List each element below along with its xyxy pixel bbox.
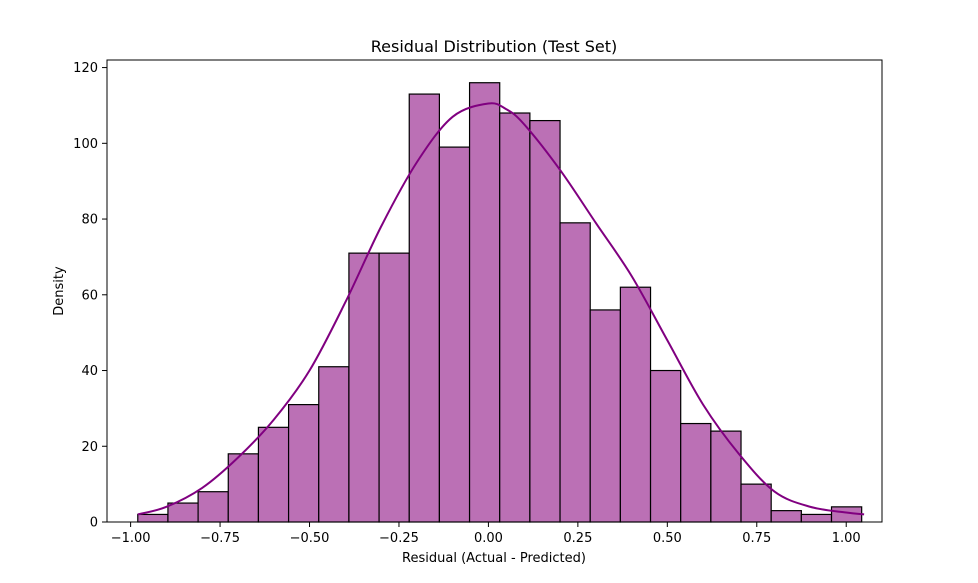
histogram-bar <box>619 286 652 523</box>
histogram-bar <box>378 252 410 523</box>
histogram-bar <box>589 309 621 523</box>
histogram-bar <box>649 369 682 523</box>
histogram-bar <box>770 510 802 523</box>
x-tick-label: 0.00 <box>474 531 503 546</box>
y-tick-label: 120 <box>73 61 98 76</box>
x-tick-label: 0.75 <box>742 531 771 546</box>
y-tick-label: 60 <box>81 288 98 303</box>
histogram-bar <box>529 119 561 523</box>
histogram-bar <box>167 502 199 523</box>
chart-title: Residual Distribution (Test Set) <box>371 37 617 56</box>
histogram-bar <box>800 513 833 523</box>
histogram-bar <box>680 422 712 523</box>
y-axis-ticks: 0 20 40 60 80 100 120 <box>73 61 107 531</box>
histogram-bar <box>197 491 229 523</box>
x-tick-label: −0.50 <box>290 531 330 546</box>
histogram-bar <box>348 252 380 523</box>
histogram-bar <box>408 93 440 523</box>
histogram-bar <box>137 513 169 523</box>
x-tick-label: −0.75 <box>200 531 240 546</box>
histogram-bar <box>740 483 772 523</box>
histogram-bar <box>559 222 591 523</box>
x-tick-label: 1.00 <box>832 531 861 546</box>
kde-curve <box>137 102 865 516</box>
histogram-bar <box>318 366 350 523</box>
x-axis-label: Residual (Actual - Predicted) <box>402 551 586 566</box>
y-tick-label: 80 <box>81 213 98 228</box>
histogram-bar <box>257 426 290 523</box>
plot-frame <box>106 59 883 523</box>
histogram-bar <box>438 146 471 523</box>
histogram-bar <box>468 82 501 523</box>
y-tick-label: 20 <box>81 440 98 455</box>
y-tick-label: 0 <box>90 516 98 531</box>
y-tick-label: 40 <box>81 364 98 379</box>
x-tick-label: −1.00 <box>111 531 151 546</box>
x-tick-label: −0.25 <box>379 531 419 546</box>
x-tick-label: 0.25 <box>563 531 592 546</box>
x-tick-label: 0.50 <box>653 531 682 546</box>
histogram-bar <box>710 430 742 523</box>
histogram-bar <box>227 453 260 523</box>
y-axis-label: Density <box>52 266 67 316</box>
x-axis-ticks: −1.00 −0.75 −0.50 −0.25 0.00 0.25 0.50 0.75 1.00 <box>111 522 861 546</box>
y-tick-label: 100 <box>73 137 98 152</box>
histogram-bars <box>137 82 863 523</box>
histogram-bar <box>499 112 531 523</box>
histogram-bar <box>287 404 320 523</box>
